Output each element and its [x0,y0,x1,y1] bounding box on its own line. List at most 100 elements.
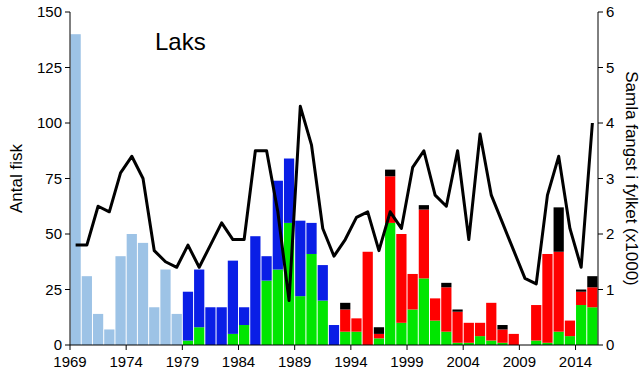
bar [205,307,215,345]
y-tick-label: 25 [45,281,62,298]
y-tick-label: 50 [45,225,62,242]
bar [385,170,395,177]
y-tick-label: 0 [54,336,62,353]
bar [115,256,125,345]
bar [194,327,204,345]
bar [374,327,384,334]
y-tick-label: 150 [37,3,62,20]
x-tick [238,345,239,350]
y-tick [65,178,70,179]
bar [408,273,418,274]
bar [396,234,406,323]
x-axis [70,345,598,346]
x-tick [70,345,71,350]
bar [183,292,193,341]
y2-tick-label: 6 [606,3,614,20]
y-tick-label: 100 [37,114,62,131]
bar [441,283,451,287]
bar [531,305,541,341]
x-tick-label: 1994 [334,353,367,370]
bar [183,341,193,345]
bar [542,254,552,343]
bar [486,341,496,345]
y-tick [65,12,70,13]
bar [565,336,575,345]
bar [587,276,597,287]
bar [531,305,541,306]
y2-tick-label: 0 [606,336,614,353]
y2-tick-label: 3 [606,170,614,187]
y-tick [65,123,70,124]
bar [172,314,182,345]
bar [363,251,373,252]
y2-tick [598,345,603,346]
x-tick-label: 1979 [166,353,199,370]
plot-area [71,34,598,345]
bar [396,234,406,235]
chart: 0255075100125150012345619691974197919841… [0,0,644,377]
bar [509,333,519,334]
x-tick [126,345,127,350]
bar [419,210,429,279]
bar [261,281,271,345]
y2-label: Samla fangst i fylket (x1000) [622,71,641,285]
bar [486,302,496,303]
bar [295,296,305,345]
y2-tick [598,289,603,290]
x-tick [350,345,351,350]
bar [295,221,305,296]
bar [464,322,474,323]
bar [464,323,474,343]
x-tick-label: 1969 [53,353,86,370]
bar [82,276,92,345]
y2-tick-label: 1 [606,281,614,298]
bar [306,254,316,345]
bar [340,309,350,331]
bar [587,307,597,345]
bar [509,334,519,345]
y-label: Antal fisk [7,144,26,213]
bar [374,338,384,345]
bar [430,298,440,299]
bar [228,334,238,345]
y2-tick-label: 4 [606,114,614,131]
bar [351,318,361,331]
bar [554,332,564,345]
bar [587,287,597,307]
x-tick [294,345,295,350]
bar [554,252,564,332]
bar [475,322,485,323]
bar [104,329,114,345]
y2-tick [598,67,603,68]
bar [486,303,496,341]
x-tick-label: 1984 [222,353,255,370]
bar [160,270,170,345]
bar [363,252,373,345]
bar [250,236,260,345]
x-tick-label: 1974 [109,353,142,370]
y2-tick-label: 5 [606,59,614,76]
bar [374,334,384,338]
bar [228,261,238,334]
bar [452,312,462,343]
y-tick [65,234,70,235]
bar [452,309,462,311]
y2-tick [598,234,603,235]
bar [531,341,541,345]
x-tick-label: 2014 [559,353,592,370]
bar [441,287,451,331]
y-tick-label: 75 [45,170,62,187]
bar [149,307,159,345]
x-tick [575,345,576,350]
x-tick [463,345,464,350]
bar [396,323,406,345]
bar [318,301,328,345]
bar [273,270,283,345]
x-tick-label: 2004 [447,353,480,370]
bar [239,307,249,325]
bar [329,325,339,345]
bar [497,325,507,329]
bar [71,34,81,345]
y2-tick [598,178,603,179]
bar [138,243,148,345]
